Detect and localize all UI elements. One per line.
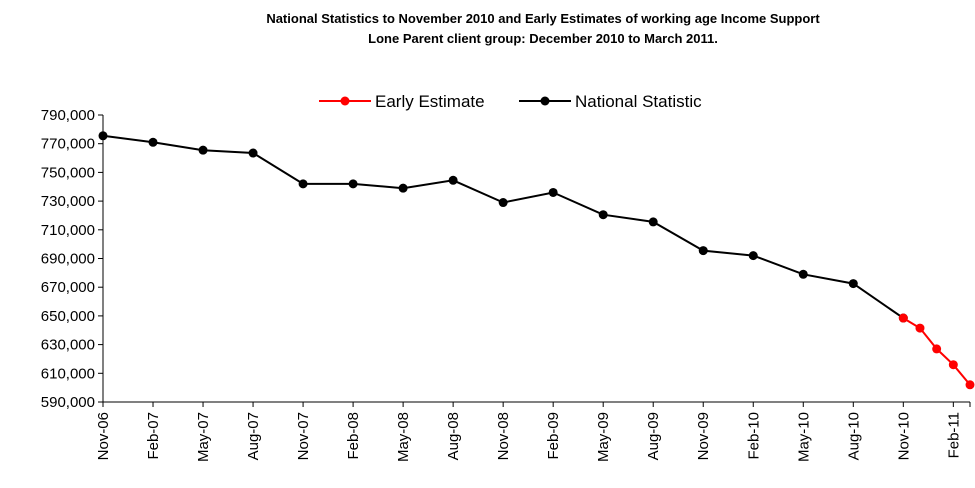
x-tick-label: Aug-09	[645, 412, 662, 460]
data-point-national-statistic	[748, 251, 758, 261]
x-tick-label: May-07	[195, 412, 212, 462]
data-point-national-statistic	[648, 217, 658, 227]
chart-title-line-2: Lone Parent client group: December 2010 …	[368, 31, 718, 46]
data-point-national-statistic	[448, 175, 458, 185]
x-tick-label: Nov-10	[895, 412, 912, 460]
y-tick-label: 790,000	[41, 107, 95, 124]
data-point-national-statistic	[548, 187, 558, 197]
data-point-national-statistic	[298, 179, 308, 189]
x-tick-label: May-08	[395, 412, 412, 462]
data-point-national-statistic	[348, 179, 358, 189]
legend-marker-national-statistic	[540, 96, 550, 106]
x-tick-label: Feb-10	[745, 412, 762, 460]
y-tick-label: 770,000	[41, 136, 95, 153]
x-tick-label: Feb-07	[145, 412, 162, 460]
chart-title: National Statistics to November 2010 and…	[0, 9, 975, 49]
x-tick-label: Aug-10	[845, 412, 862, 460]
y-tick-label: 690,000	[41, 251, 95, 268]
y-tick-label: 710,000	[41, 222, 95, 239]
y-tick-label: 630,000	[41, 337, 95, 354]
y-tick-label: 750,000	[41, 164, 95, 181]
x-tick-label: May-10	[795, 412, 812, 462]
data-point-national-statistic	[498, 198, 508, 208]
x-tick-label: Nov-07	[295, 412, 312, 460]
y-tick-label: 610,000	[41, 365, 95, 382]
data-point-national-statistic	[198, 145, 208, 155]
data-point-early-estimate	[948, 360, 958, 370]
legend-label-national-statistic: National Statistic	[575, 92, 702, 111]
data-point-early-estimate	[965, 380, 975, 390]
x-tick-label: Nov-08	[495, 412, 512, 460]
y-tick-label: 730,000	[41, 193, 95, 210]
y-tick-label: 670,000	[41, 279, 95, 296]
data-point-national-statistic	[848, 279, 858, 289]
legend-marker-early-estimate	[340, 96, 350, 106]
legend-label-early-estimate: Early Estimate	[375, 92, 485, 111]
data-point-early-estimate	[915, 323, 925, 333]
data-point-national-statistic	[248, 148, 258, 158]
y-tick-label: 590,000	[41, 394, 95, 411]
chart-title-line-1: National Statistics to November 2010 and…	[266, 11, 820, 26]
data-point-national-statistic	[598, 210, 608, 220]
x-tick-label: Feb-08	[345, 412, 362, 460]
data-point-national-statistic	[398, 183, 408, 193]
x-tick-label: Aug-08	[445, 412, 462, 460]
data-point-national-statistic	[148, 137, 158, 147]
data-point-national-statistic	[798, 269, 808, 279]
x-tick-label: Nov-06	[95, 412, 112, 460]
x-tick-label: Feb-09	[545, 412, 562, 460]
data-point-early-estimate	[898, 313, 908, 323]
data-point-national-statistic	[698, 246, 708, 256]
x-tick-label: May-09	[595, 412, 612, 462]
x-tick-label: Feb-11	[945, 412, 962, 458]
x-tick-label: Aug-07	[245, 412, 262, 460]
series-line-national-statistic	[102, 134, 904, 319]
y-tick-label: 650,000	[41, 308, 95, 325]
data-point-national-statistic	[98, 131, 108, 141]
data-point-early-estimate	[932, 344, 942, 354]
x-tick-label: Nov-09	[695, 412, 712, 460]
